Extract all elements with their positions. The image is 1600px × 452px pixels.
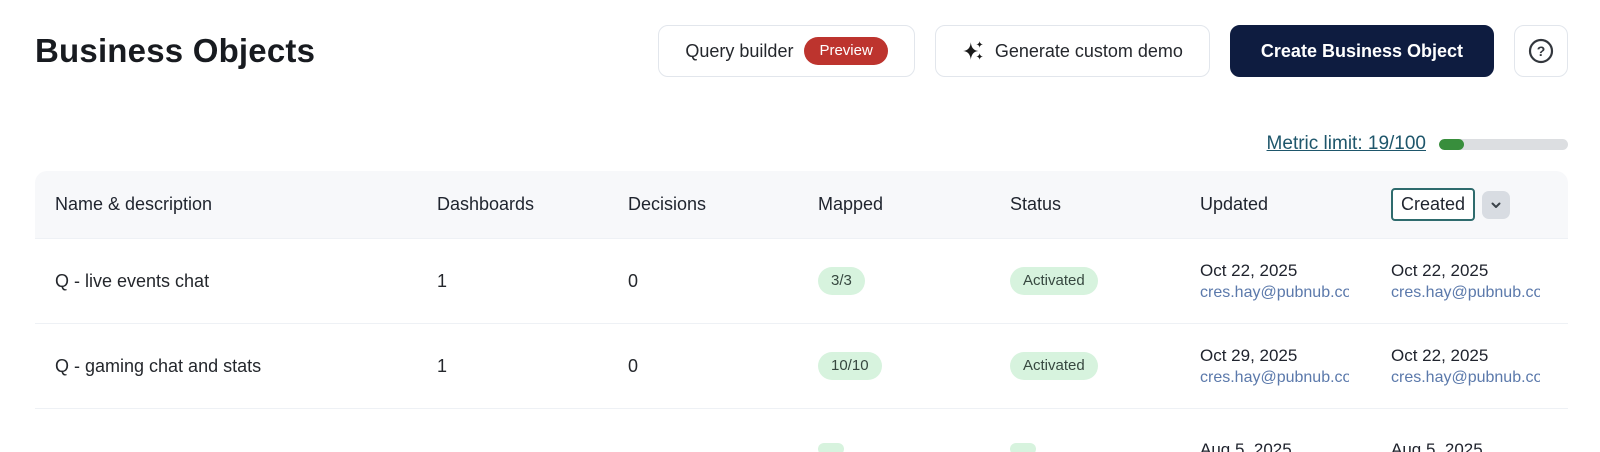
column-header-decisions[interactable]: Decisions [628, 194, 707, 214]
chevron-down-icon [1488, 197, 1504, 213]
column-header-status[interactable]: Status [1010, 194, 1062, 214]
updated-by-email: cres.hay@pubnub.com [1200, 283, 1349, 301]
row-decisions: 0 [628, 355, 639, 376]
sort-direction-button[interactable] [1482, 190, 1511, 219]
updated-by-email: cres.hay@pubnub.com [1200, 368, 1349, 386]
status-badge: Activated [1010, 266, 1098, 296]
svg-text:?: ? [1537, 43, 1546, 59]
table-row[interactable]: Q - live events chat 1 0 3/3 Activated O… [35, 239, 1568, 324]
column-header-created-wrap: Created [1391, 188, 1548, 221]
created-by-email: cres.hay@pubnub.com [1391, 368, 1540, 386]
row-name: Q - live events chat [55, 270, 210, 291]
row-dashboards: 1 [437, 355, 448, 376]
column-header-mapped[interactable]: Mapped [818, 194, 884, 214]
metric-limit-progress-fill [1439, 138, 1464, 150]
query-builder-label: Query builder [685, 40, 794, 61]
mapped-badge: 3/3 [818, 266, 865, 296]
column-header-created[interactable]: Created [1391, 188, 1476, 221]
created-by-email: cres.hay@pubnub.com [1391, 283, 1540, 301]
row-status-cell: Activated [1010, 351, 1200, 381]
business-objects-table: Name & description Dashboards Decisions … [35, 171, 1568, 452]
table-row[interactable]: Q - gaming chat and stats 1 0 10/10 Acti… [35, 324, 1568, 409]
status-badge [1010, 443, 1036, 452]
column-header-dashboards[interactable]: Dashboards [437, 194, 535, 214]
row-dashboards: 1 [437, 270, 448, 291]
row-created-cell: Aug 5, 2025 [1391, 440, 1548, 452]
page-header: Business Objects Query builder Preview G… [0, 0, 1600, 77]
row-updated-cell: Oct 22, 2025 cres.hay@pubnub.com [1200, 261, 1391, 302]
created-date: Aug 5, 2025 [1391, 439, 1483, 452]
row-created-cell: Oct 22, 2025 cres.hay@pubnub.com [1391, 261, 1548, 302]
row-mapped-cell: 3/3 [818, 266, 1010, 296]
metric-limit-progress-bar [1439, 138, 1568, 150]
updated-date: Aug 5, 2025 [1200, 439, 1292, 452]
row-status-cell [1010, 442, 1200, 452]
row-mapped-cell [818, 442, 1010, 452]
mapped-badge: 10/10 [818, 351, 882, 381]
row-updated-cell: Oct 29, 2025 cres.hay@pubnub.com [1200, 346, 1391, 387]
create-business-object-label: Create Business Object [1260, 40, 1463, 61]
status-badge: Activated [1010, 351, 1098, 381]
column-header-name[interactable]: Name & description [55, 194, 213, 214]
created-date: Oct 22, 2025 [1391, 260, 1489, 280]
page-title: Business Objects [35, 32, 316, 69]
row-created-cell: Oct 22, 2025 cres.hay@pubnub.com [1391, 346, 1548, 387]
row-decisions: 0 [628, 270, 639, 291]
mapped-badge [818, 443, 844, 452]
row-name: Q - gaming chat and stats [55, 355, 262, 376]
metric-limit-row: Metric limit: 19/100 [0, 131, 1600, 157]
sparkles-icon [962, 40, 984, 62]
table-row[interactable]: Aug 5, 2025 Aug 5, 2025 [35, 409, 1568, 452]
row-status-cell: Activated [1010, 266, 1200, 296]
preview-badge: Preview [804, 37, 888, 65]
column-header-updated[interactable]: Updated [1200, 194, 1269, 214]
row-updated-cell: Aug 5, 2025 [1200, 440, 1391, 452]
metric-limit-link[interactable]: Metric limit: 19/100 [1266, 133, 1426, 154]
table-header-row: Name & description Dashboards Decisions … [35, 171, 1568, 239]
created-date: Oct 22, 2025 [1391, 345, 1489, 365]
row-mapped-cell: 10/10 [818, 351, 1010, 381]
updated-date: Oct 22, 2025 [1200, 260, 1298, 280]
query-builder-button[interactable]: Query builder Preview [658, 25, 915, 77]
updated-date: Oct 29, 2025 [1200, 345, 1298, 365]
generate-custom-demo-button[interactable]: Generate custom demo [934, 25, 1210, 77]
generate-demo-label: Generate custom demo [994, 40, 1183, 61]
create-business-object-button[interactable]: Create Business Object [1229, 25, 1494, 77]
help-button[interactable]: ? [1514, 25, 1568, 77]
help-icon: ? [1527, 37, 1555, 65]
